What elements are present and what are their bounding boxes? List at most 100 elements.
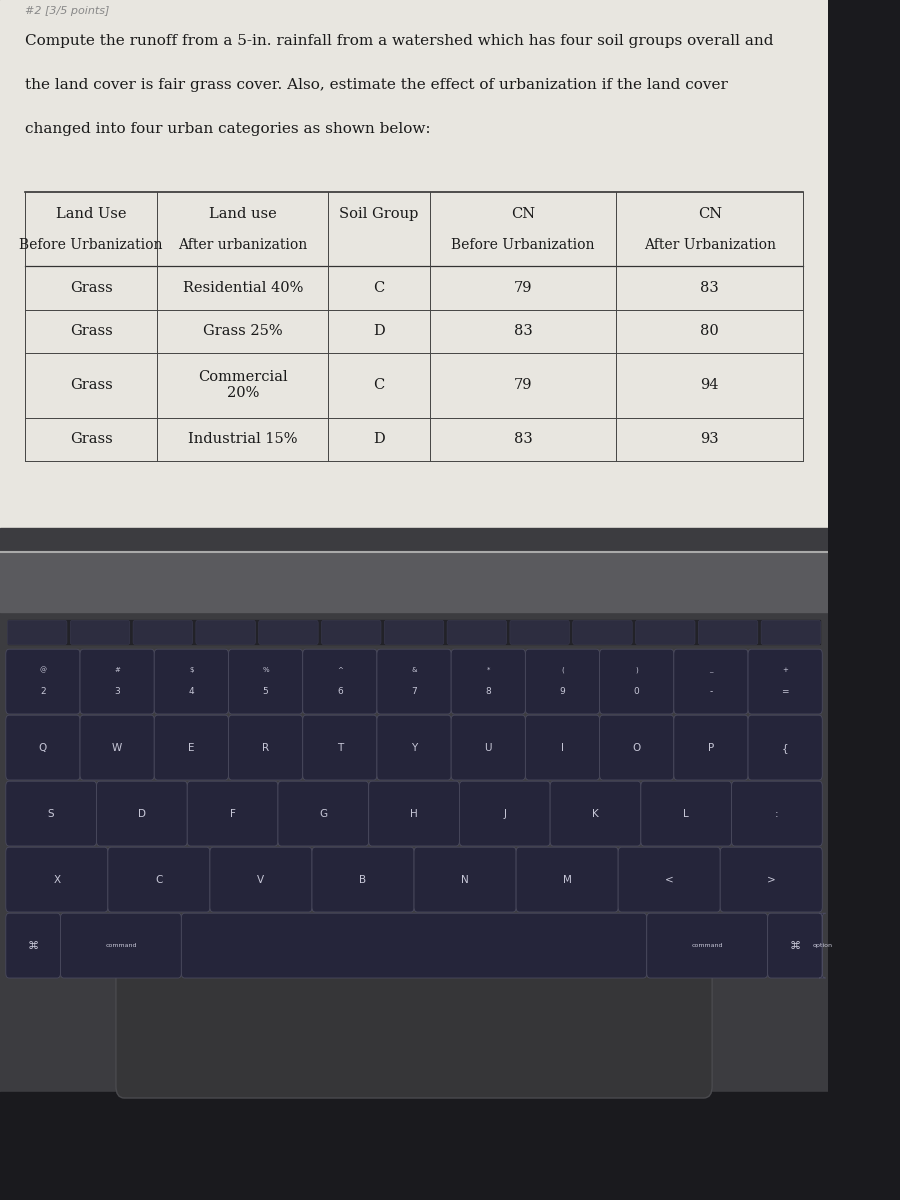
FancyBboxPatch shape (516, 847, 618, 912)
FancyBboxPatch shape (80, 715, 154, 780)
FancyBboxPatch shape (70, 620, 130, 644)
FancyBboxPatch shape (526, 715, 599, 780)
Text: command: command (105, 943, 137, 948)
Text: L: L (683, 809, 689, 818)
Text: E: E (188, 743, 194, 752)
FancyBboxPatch shape (720, 847, 823, 912)
Text: C: C (374, 281, 384, 295)
Text: 79: 79 (514, 378, 532, 392)
Text: ⌘: ⌘ (28, 941, 39, 950)
FancyBboxPatch shape (732, 781, 823, 846)
Text: Grass: Grass (69, 432, 112, 446)
FancyBboxPatch shape (5, 649, 80, 714)
Text: 2: 2 (40, 688, 46, 696)
Text: J: J (503, 809, 507, 818)
Text: (: ( (561, 667, 564, 673)
FancyBboxPatch shape (819, 913, 825, 978)
Text: Residential 40%: Residential 40% (183, 281, 303, 295)
FancyBboxPatch shape (618, 847, 720, 912)
Text: T: T (337, 743, 343, 752)
FancyBboxPatch shape (698, 620, 758, 644)
Text: @: @ (40, 667, 47, 673)
Text: Grass: Grass (69, 281, 112, 295)
FancyBboxPatch shape (768, 913, 823, 978)
Text: +: + (782, 667, 788, 673)
Text: >: > (767, 875, 776, 884)
FancyBboxPatch shape (451, 715, 526, 780)
FancyBboxPatch shape (302, 715, 377, 780)
FancyBboxPatch shape (377, 649, 451, 714)
Text: Grass 25%: Grass 25% (203, 324, 283, 338)
Text: W: W (112, 743, 122, 752)
Text: D: D (374, 432, 385, 446)
Text: 4: 4 (188, 688, 194, 696)
FancyBboxPatch shape (526, 649, 599, 714)
Text: 6: 6 (337, 688, 343, 696)
Text: =: = (781, 688, 789, 696)
Text: #: # (114, 667, 120, 673)
Text: After urbanization: After urbanization (178, 238, 308, 252)
FancyBboxPatch shape (459, 781, 550, 846)
Text: 3: 3 (114, 688, 120, 696)
FancyBboxPatch shape (196, 620, 256, 644)
Text: F: F (230, 809, 236, 818)
FancyBboxPatch shape (635, 620, 695, 644)
Text: 93: 93 (700, 432, 719, 446)
Text: CN: CN (698, 206, 722, 221)
FancyBboxPatch shape (5, 913, 60, 978)
Text: *: * (487, 667, 490, 673)
Text: X: X (53, 875, 60, 884)
Text: Q: Q (39, 743, 47, 752)
FancyBboxPatch shape (133, 620, 193, 644)
Text: 80: 80 (700, 324, 719, 338)
Text: D: D (374, 324, 385, 338)
FancyBboxPatch shape (229, 649, 302, 714)
FancyBboxPatch shape (154, 649, 229, 714)
FancyBboxPatch shape (599, 649, 674, 714)
Text: _: _ (709, 667, 713, 673)
FancyBboxPatch shape (447, 620, 507, 644)
FancyBboxPatch shape (647, 913, 768, 978)
FancyBboxPatch shape (572, 620, 632, 644)
Text: #2 [3/5 points]: #2 [3/5 points] (25, 6, 109, 16)
FancyBboxPatch shape (674, 715, 748, 780)
Text: command: command (691, 943, 723, 948)
Text: Land Use: Land Use (56, 206, 126, 221)
Text: 0: 0 (634, 688, 640, 696)
Text: G: G (320, 809, 328, 818)
FancyBboxPatch shape (210, 847, 312, 912)
Text: 7: 7 (411, 688, 417, 696)
FancyBboxPatch shape (748, 715, 823, 780)
FancyBboxPatch shape (414, 847, 516, 912)
Text: Industrial 15%: Industrial 15% (188, 432, 298, 446)
FancyBboxPatch shape (229, 715, 302, 780)
FancyBboxPatch shape (748, 649, 823, 714)
FancyBboxPatch shape (60, 913, 181, 978)
Text: ^: ^ (337, 667, 343, 673)
FancyBboxPatch shape (302, 649, 377, 714)
FancyBboxPatch shape (384, 620, 444, 644)
FancyBboxPatch shape (377, 715, 451, 780)
FancyBboxPatch shape (5, 715, 80, 780)
FancyBboxPatch shape (312, 847, 414, 912)
Text: <: < (665, 875, 673, 884)
Bar (8, 620, 820, 644)
Text: &: & (411, 667, 417, 673)
FancyBboxPatch shape (550, 781, 641, 846)
Text: the land cover is fair grass cover. Also, estimate the effect of urbanization if: the land cover is fair grass cover. Also… (25, 78, 728, 92)
Text: P: P (707, 743, 714, 752)
Text: After Urbanization: After Urbanization (644, 238, 776, 252)
Text: Compute the runoff from a 5-in. rainfall from a watershed which has four soil gr: Compute the runoff from a 5-in. rainfall… (25, 34, 773, 48)
FancyBboxPatch shape (108, 847, 210, 912)
Text: :: : (775, 809, 778, 818)
Text: 83: 83 (514, 432, 533, 446)
FancyBboxPatch shape (96, 781, 187, 846)
Text: 9: 9 (560, 688, 565, 696)
FancyBboxPatch shape (278, 781, 369, 846)
FancyBboxPatch shape (510, 620, 570, 644)
FancyBboxPatch shape (674, 649, 748, 714)
Text: S: S (48, 809, 55, 818)
Text: Land use: Land use (209, 206, 276, 221)
FancyBboxPatch shape (451, 649, 526, 714)
FancyBboxPatch shape (761, 620, 821, 644)
